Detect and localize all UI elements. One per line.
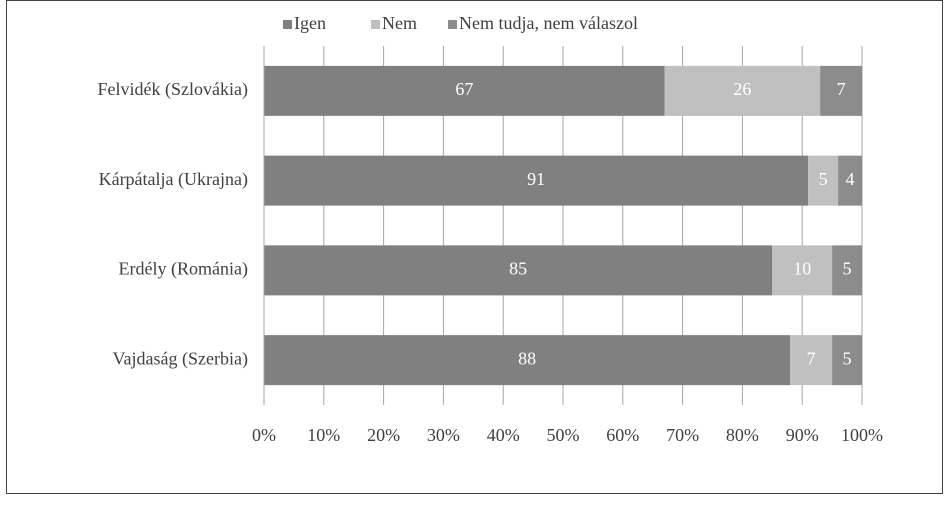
- data-label: 5: [843, 348, 852, 368]
- bar-segment: [808, 155, 839, 206]
- y-tick-label: Erdély (Románia): [119, 259, 248, 280]
- x-tick-label: 80%: [726, 425, 759, 445]
- data-label: 26: [733, 79, 751, 99]
- y-tick-label: Felvidék (Szlovákia): [98, 79, 248, 100]
- x-tick-label: 90%: [786, 425, 819, 445]
- bar-segment: [832, 335, 862, 386]
- data-label: 85: [509, 259, 527, 279]
- y-tick-label: Vajdaság (Szerbia): [113, 348, 248, 369]
- legend-swatch: [371, 20, 380, 29]
- legend-swatch: [283, 20, 292, 29]
- data-label: 4: [846, 169, 855, 189]
- data-label: 91: [527, 169, 545, 189]
- x-tick-label: 70%: [666, 425, 699, 445]
- y-tick-label: Kárpátalja (Ukrajna): [99, 169, 248, 190]
- x-tick-label: 50%: [547, 425, 580, 445]
- legend-swatch: [448, 20, 457, 29]
- bar-segment: [264, 245, 773, 296]
- bar-segment: [664, 65, 821, 116]
- x-tick-label: 40%: [487, 425, 520, 445]
- bar-segment: [820, 65, 862, 116]
- data-label: 7: [807, 348, 816, 368]
- bar-segment: [264, 65, 665, 116]
- data-label: 88: [518, 348, 536, 368]
- x-tick-label: 30%: [427, 425, 460, 445]
- x-tick-label: 100%: [841, 425, 883, 445]
- x-tick-label: 0%: [252, 425, 276, 445]
- x-tick-label: 60%: [606, 425, 639, 445]
- bar-segment: [264, 155, 809, 206]
- bar-segment: [790, 335, 833, 386]
- data-label: 5: [843, 259, 852, 279]
- legend-label: Igen: [294, 13, 326, 33]
- legend-label: Nem: [382, 13, 417, 33]
- bar-segment: [264, 335, 791, 386]
- x-tick-label: 20%: [367, 425, 400, 445]
- bar-segment: [772, 245, 833, 296]
- data-label: 67: [455, 79, 473, 99]
- data-label: 10: [793, 259, 811, 279]
- data-label: 7: [837, 79, 846, 99]
- bar-segment: [838, 155, 862, 206]
- x-tick-label: 10%: [307, 425, 340, 445]
- legend-label: Nem tudja, nem válaszol: [459, 13, 638, 33]
- bar-segment: [832, 245, 862, 296]
- data-label: 5: [819, 169, 828, 189]
